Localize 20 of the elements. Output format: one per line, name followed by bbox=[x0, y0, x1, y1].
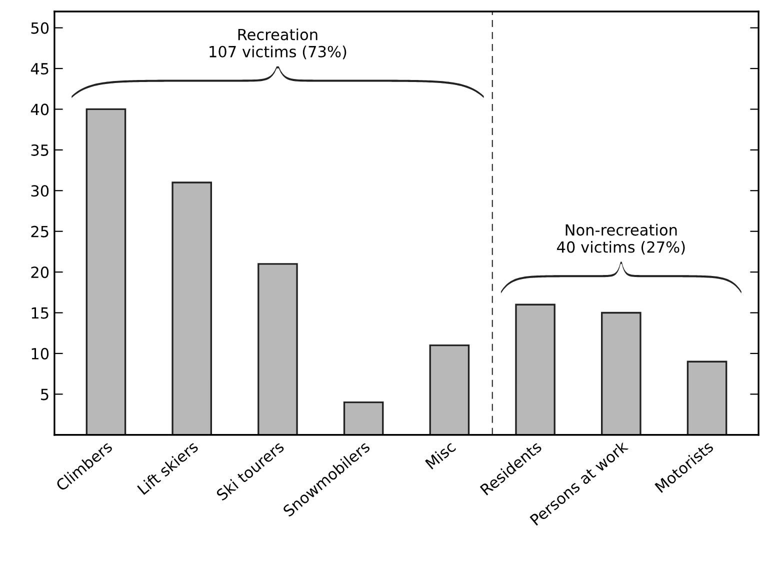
y-tick-label: 15 bbox=[32, 307, 48, 319]
annotation: Recreation 107 victims (73%) bbox=[210, 28, 346, 60]
annotation: Non-recreation 40 victims (27%) bbox=[557, 224, 685, 255]
bar bbox=[515, 304, 556, 435]
y-tick-label: 10 bbox=[32, 348, 49, 360]
y-tick-label: 25 bbox=[31, 226, 48, 238]
bar bbox=[258, 263, 298, 435]
y-tick-label: 5 bbox=[41, 388, 48, 400]
y-tick-label: 30 bbox=[31, 185, 49, 197]
y-tick-label: 20 bbox=[31, 266, 49, 278]
bar bbox=[172, 182, 212, 435]
y-tick-label: 40 bbox=[30, 104, 49, 116]
bar bbox=[686, 360, 728, 435]
bar bbox=[86, 108, 126, 435]
bar bbox=[429, 344, 470, 435]
bar bbox=[343, 401, 384, 435]
bar bbox=[601, 312, 642, 435]
y-tick-label: 45 bbox=[30, 63, 48, 75]
y-tick-label: 35 bbox=[31, 144, 48, 156]
y-tick-label: 50 bbox=[31, 22, 49, 34]
